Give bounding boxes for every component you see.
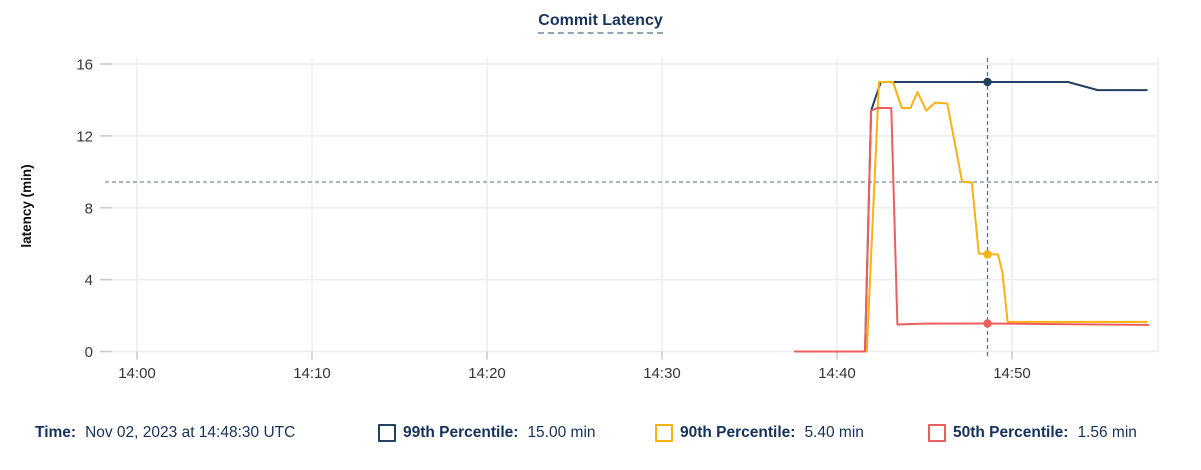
time-value: Nov 02, 2023 at 14:48:30 UTC bbox=[85, 424, 296, 441]
legend-value: 5.40 min bbox=[804, 424, 864, 441]
legend-item-50th-percentile[interactable]: 50th Percentile: 1.56 min bbox=[928, 424, 1137, 442]
legend-swatch-99th-percentile[interactable] bbox=[378, 424, 396, 442]
legend-value: 15.00 min bbox=[527, 424, 596, 441]
x-tick-label: 14:40 bbox=[818, 365, 856, 382]
y-axis-title: latency (min) bbox=[19, 164, 34, 247]
x-tick-label: 14:30 bbox=[643, 365, 681, 382]
x-tick-label: 14:50 bbox=[993, 365, 1031, 382]
x-tick-label: 14:20 bbox=[468, 365, 506, 382]
legend-value: 1.56 min bbox=[1077, 424, 1137, 441]
series-line-99th-percentile[interactable] bbox=[794, 81, 1148, 353]
chart-title-row: Commit Latency bbox=[0, 12, 1201, 34]
cursor-time-readout: Time: Nov 02, 2023 at 14:48:30 UTC bbox=[35, 424, 295, 442]
y-tick-label: 8 bbox=[85, 200, 93, 217]
legend-item-90th-percentile[interactable]: 90th Percentile: 5.40 min bbox=[655, 424, 864, 442]
cursor-dot-99th-percentile bbox=[983, 77, 992, 87]
y-tick-label: 0 bbox=[85, 344, 93, 361]
y-tick-label: 16 bbox=[76, 57, 93, 74]
legend-label: 50th Percentile: bbox=[953, 424, 1069, 441]
legend-swatch-90th-percentile[interactable] bbox=[655, 424, 673, 442]
legend-swatch-50th-percentile[interactable] bbox=[928, 424, 946, 442]
series-line-50th-percentile[interactable] bbox=[794, 107, 1150, 353]
x-tick-label: 14:00 bbox=[118, 365, 156, 382]
legend-bar: Time: Nov 02, 2023 at 14:48:30 UTC 99th … bbox=[0, 424, 1201, 450]
series-line-90th-percentile[interactable] bbox=[794, 81, 1148, 353]
y-tick-label: 12 bbox=[76, 128, 93, 145]
cursor-dot-90th-percentile bbox=[983, 250, 992, 259]
cursor-dot-50th-percentile bbox=[983, 319, 992, 328]
y-tick-label: 4 bbox=[85, 272, 93, 289]
latency-chart-canvas[interactable]: 0 4 8 12 16 14:00 14:10 14:20 14:30 14:40 14:50 lat… bbox=[0, 0, 1201, 412]
legend-label: 99th Percentile: bbox=[403, 424, 519, 441]
chart-title[interactable]: Commit Latency bbox=[538, 12, 663, 34]
time-label: Time: bbox=[35, 424, 77, 441]
legend-item-99th-percentile[interactable]: 99th Percentile: 15.00 min bbox=[378, 424, 596, 442]
x-tick-label: 14:10 bbox=[293, 365, 331, 382]
legend-label: 90th Percentile: bbox=[680, 424, 796, 441]
